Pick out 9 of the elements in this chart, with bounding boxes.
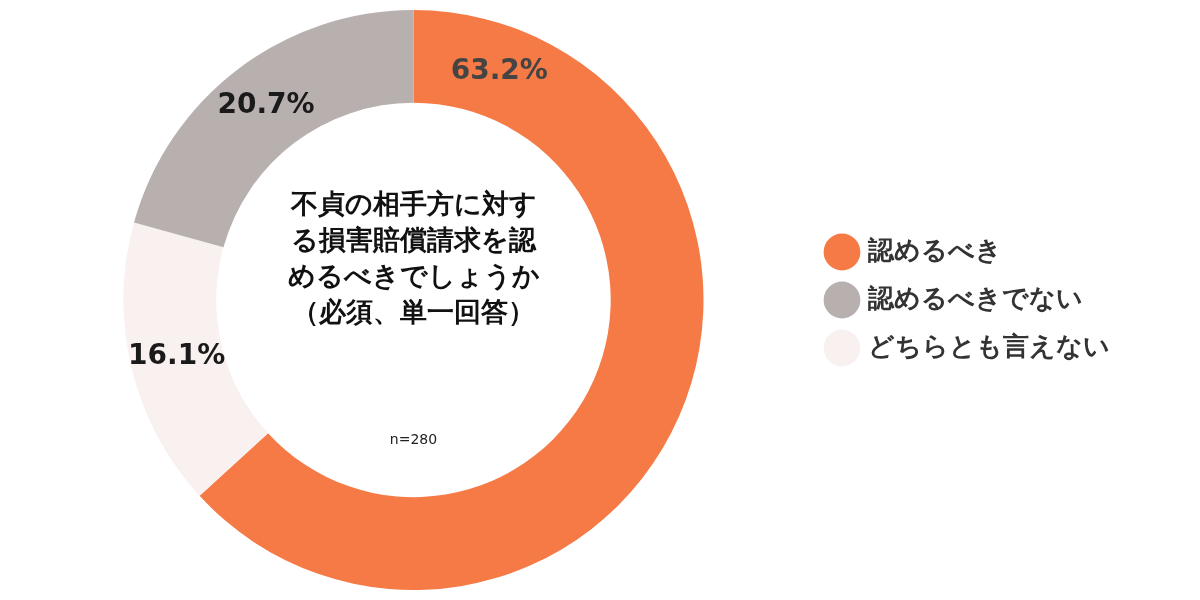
text: n=280 bbox=[389, 430, 438, 447]
legend-label: 認めるべきでない bbox=[867, 282, 1083, 313]
text: 不貞の相手方に対する損害賠償請求を認めるべきでしょうか bbox=[287, 188, 540, 292]
text: （必須、単一回答） bbox=[292, 296, 535, 328]
data-label: 63.2% bbox=[450, 53, 548, 87]
data-label: 16.1% bbox=[128, 338, 226, 372]
legend-label: 認めるべき bbox=[867, 234, 1002, 265]
legend-label: どちらとも言えない bbox=[868, 330, 1110, 361]
data-label: 20.7% bbox=[217, 87, 315, 121]
